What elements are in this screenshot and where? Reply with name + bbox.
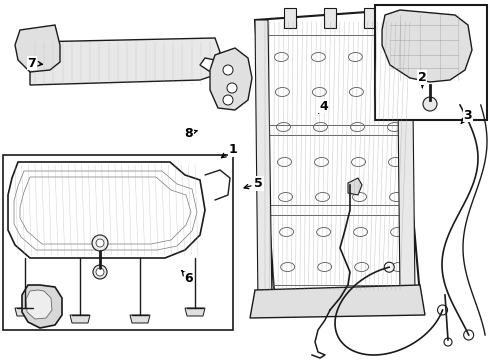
Polygon shape: [130, 315, 150, 323]
Bar: [265, 215, 410, 285]
Text: 7: 7: [27, 57, 43, 69]
Polygon shape: [397, 12, 415, 295]
Polygon shape: [15, 308, 35, 316]
Circle shape: [92, 235, 108, 251]
Bar: [3, 155, 233, 330]
Polygon shape: [15, 25, 60, 72]
Polygon shape: [210, 48, 252, 110]
Polygon shape: [26, 290, 52, 319]
Text: 3: 3: [461, 109, 472, 123]
Bar: [265, 35, 410, 125]
Polygon shape: [255, 10, 420, 305]
Text: 4: 4: [318, 100, 328, 113]
Circle shape: [223, 95, 233, 105]
Polygon shape: [348, 178, 362, 195]
Circle shape: [223, 65, 233, 75]
Circle shape: [423, 97, 437, 111]
Text: 5: 5: [244, 177, 263, 190]
Circle shape: [438, 305, 447, 315]
Text: 8: 8: [184, 127, 197, 140]
Polygon shape: [382, 10, 472, 82]
Circle shape: [464, 330, 474, 340]
Bar: [265, 135, 410, 205]
Circle shape: [96, 268, 104, 276]
Polygon shape: [250, 285, 425, 318]
Polygon shape: [8, 162, 205, 258]
Text: 2: 2: [418, 71, 427, 87]
Polygon shape: [22, 285, 62, 328]
Circle shape: [384, 262, 394, 272]
Bar: [375, 5, 487, 120]
Circle shape: [455, 100, 465, 110]
Circle shape: [477, 101, 485, 109]
Polygon shape: [30, 38, 220, 85]
Bar: [324, 8, 336, 28]
Text: 1: 1: [221, 143, 237, 158]
Polygon shape: [255, 20, 272, 305]
Circle shape: [444, 338, 452, 346]
Circle shape: [96, 239, 104, 247]
Circle shape: [93, 265, 107, 279]
Bar: [364, 8, 376, 28]
Polygon shape: [70, 315, 90, 323]
Polygon shape: [185, 308, 205, 316]
Bar: [284, 8, 296, 28]
Text: 6: 6: [182, 271, 193, 285]
Circle shape: [227, 83, 237, 93]
